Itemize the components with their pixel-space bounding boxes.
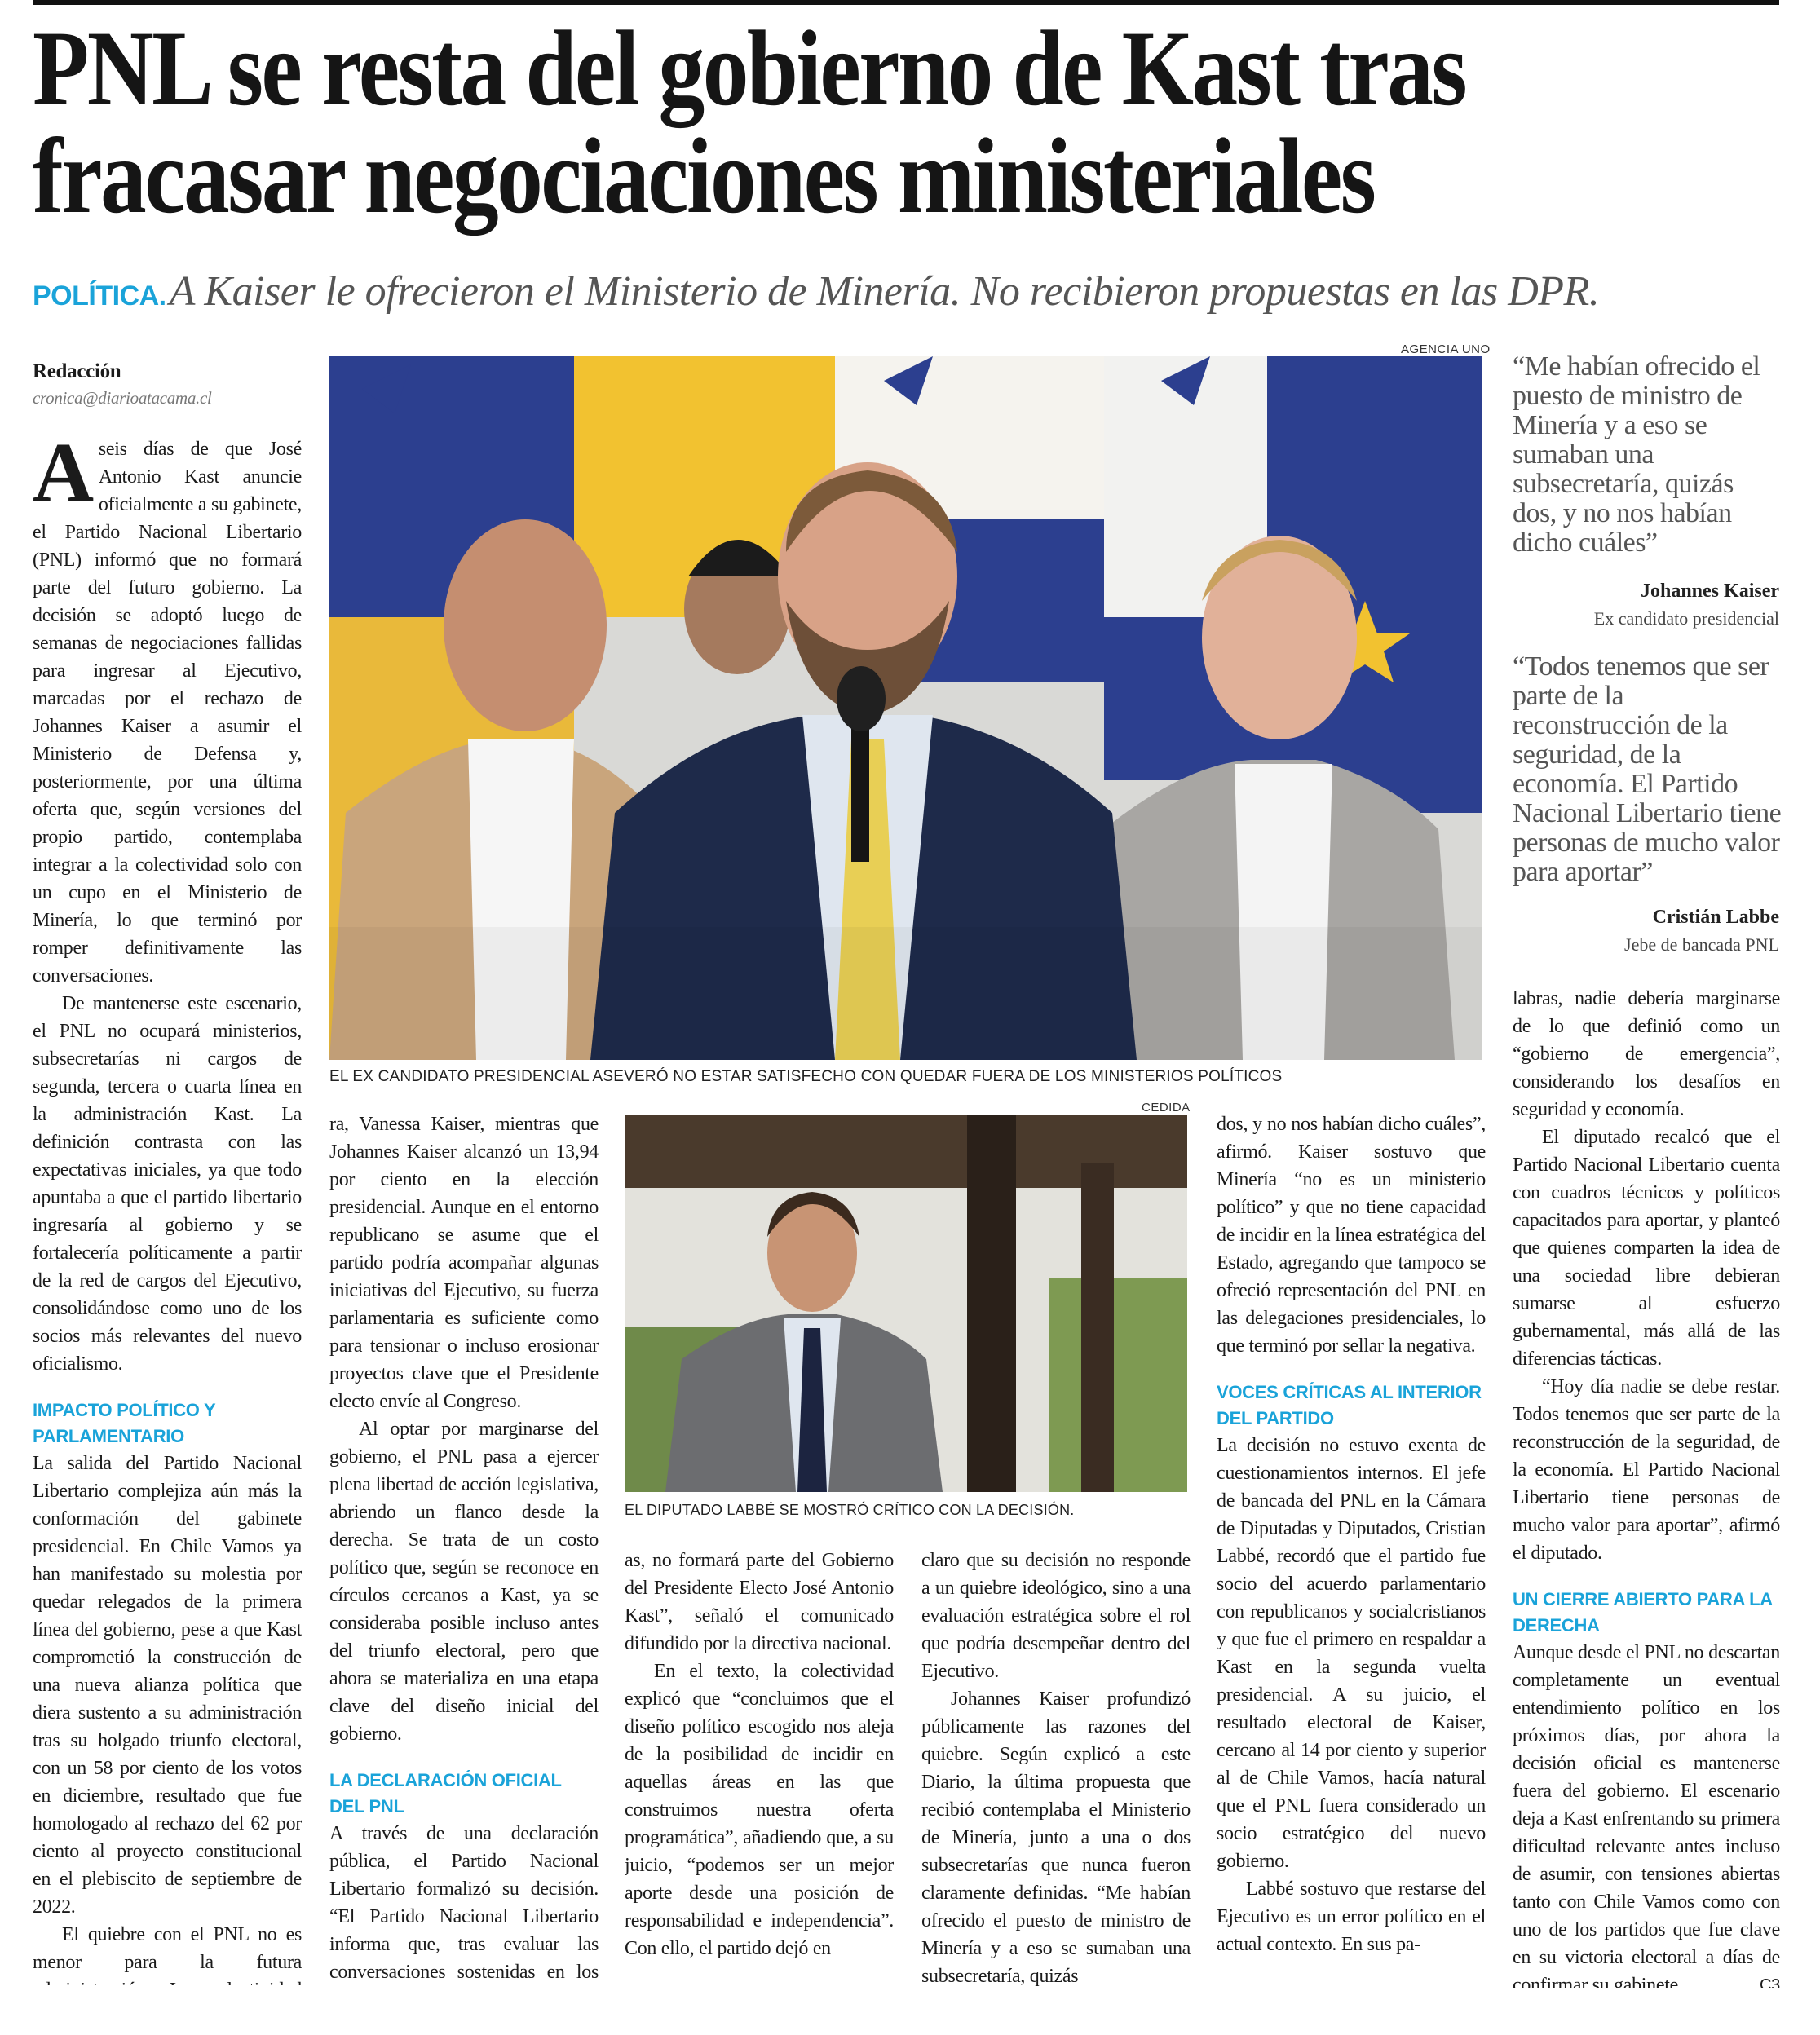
headline-line-1: PNL se resta del gobierno de Kast tras xyxy=(33,8,1468,128)
paragraph: Johannes Kaiser profundizó públicamente … xyxy=(921,1688,1191,1987)
main-photo xyxy=(329,356,1482,1060)
paragraph: seis días de que José Antonio Kast anunc… xyxy=(33,439,302,987)
second-photo xyxy=(625,1115,1187,1492)
pull-quote: “Me habían ofrecido el puesto de ministr… xyxy=(1513,351,1760,558)
quote-attribution-name: Cristián Labbe xyxy=(1652,907,1779,928)
press-conference-image xyxy=(329,356,1482,1060)
pull-quote: “Todos tenemos que ser parte de la recon… xyxy=(1513,651,1782,887)
deputy-portrait-image xyxy=(625,1115,1187,1492)
dek: A Kaiser le ofrecieron el Ministerio de … xyxy=(169,268,1600,315)
headline-line-2: fracasar negociaciones ministeriales xyxy=(33,116,1376,236)
paragraph: Al optar por marginarse del gobierno, el… xyxy=(329,1419,599,1745)
column-6: labras, nadie debería marginarse de lo q… xyxy=(1513,985,1780,1988)
paragraph: labras, nadie debería marginarse de lo q… xyxy=(1513,988,1780,1120)
quote-attribution-role: Ex candidato presidencial xyxy=(1593,608,1779,629)
section-heading: IMPACTO POLÍTICO Y PARLAMENTARIO xyxy=(33,1400,215,1446)
paragraph: claro que su decisión no responde a un q… xyxy=(921,1550,1191,1682)
paragraph: Labbé sostuvo que restarse del Ejecutivo… xyxy=(1217,1878,1486,1955)
drop-cap: A xyxy=(33,426,94,519)
paragraph: En el texto, la colectividad explicó que… xyxy=(625,1661,894,1959)
quote-attribution-name: Johannes Kaiser xyxy=(1640,580,1779,602)
photo-caption: EL DIPUTADO LABBÉ SE MOSTRÓ CRÍTICO CON … xyxy=(625,1502,1075,1518)
top-rule xyxy=(33,0,1779,5)
column-2: ra, Vanessa Kaiser, mientras que Johanne… xyxy=(329,1110,599,1987)
photo-credit: CEDIDA xyxy=(1142,1101,1191,1115)
column-5: dos, y no nos habían dicho cuáles”, afir… xyxy=(1217,1110,1486,1987)
section-heading: VOCES CRÍTICAS AL INTERIOR DEL PARTIDO xyxy=(1217,1382,1482,1428)
section-heading: UN CIERRE ABIERTO PARA LA DERECHA xyxy=(1513,1589,1773,1636)
paragraph: Aunque desde el PNL no descartan complet… xyxy=(1513,1642,1780,1988)
paragraph: La salida del Partido Nacional Libertari… xyxy=(33,1453,302,1918)
column-4: claro que su decisión no responde a un q… xyxy=(921,1547,1191,1987)
paragraph: as, no formará parte del Gobierno del Pr… xyxy=(625,1550,894,1654)
paragraph: De mantenerse este escenario, el PNL no … xyxy=(33,993,302,1375)
paragraph: La decisión no estuvo exenta de cuestion… xyxy=(1217,1435,1486,1872)
section-heading: LA DECLARACIÓN OFICIAL DEL PNL xyxy=(329,1770,562,1816)
byline-email[interactable]: cronica@diarioatacama.cl xyxy=(33,388,212,408)
column-3: as, no formará parte del Gobierno del Pr… xyxy=(625,1547,894,1987)
photo-credit: AGENCIA UNO xyxy=(1401,342,1491,356)
quote-attribution-role: Jebe de bancada PNL xyxy=(1624,934,1779,955)
paragraph: ra, Vanessa Kaiser, mientras que Johanne… xyxy=(329,1114,599,1412)
end-mark-icon: C3 xyxy=(1760,1976,1780,1988)
paragraph: A través de una declaración pública, el … xyxy=(329,1823,599,1983)
paragraph: “Hoy día nadie se debe restar. Todos ten… xyxy=(1513,1376,1780,1564)
headline: PNL se resta del gobierno de Kast tras f… xyxy=(33,15,1716,230)
subhead: POLÍTICA. A Kaiser le ofrecieron el Mini… xyxy=(33,267,1600,316)
section-kicker: POLÍTICA. xyxy=(33,280,166,311)
paragraph: El quiebre con el PNL no es menor para l… xyxy=(33,1924,302,1985)
paragraph: dos, y no nos habían dicho cuáles”, afir… xyxy=(1217,1114,1486,1357)
paragraph: El diputado recalcó que el Partido Nacio… xyxy=(1513,1127,1780,1370)
byline-author: Redacción xyxy=(33,360,121,382)
photo-caption: EL EX CANDIDATO PRESIDENCIAL ASEVERÓ NO … xyxy=(329,1068,1283,1085)
